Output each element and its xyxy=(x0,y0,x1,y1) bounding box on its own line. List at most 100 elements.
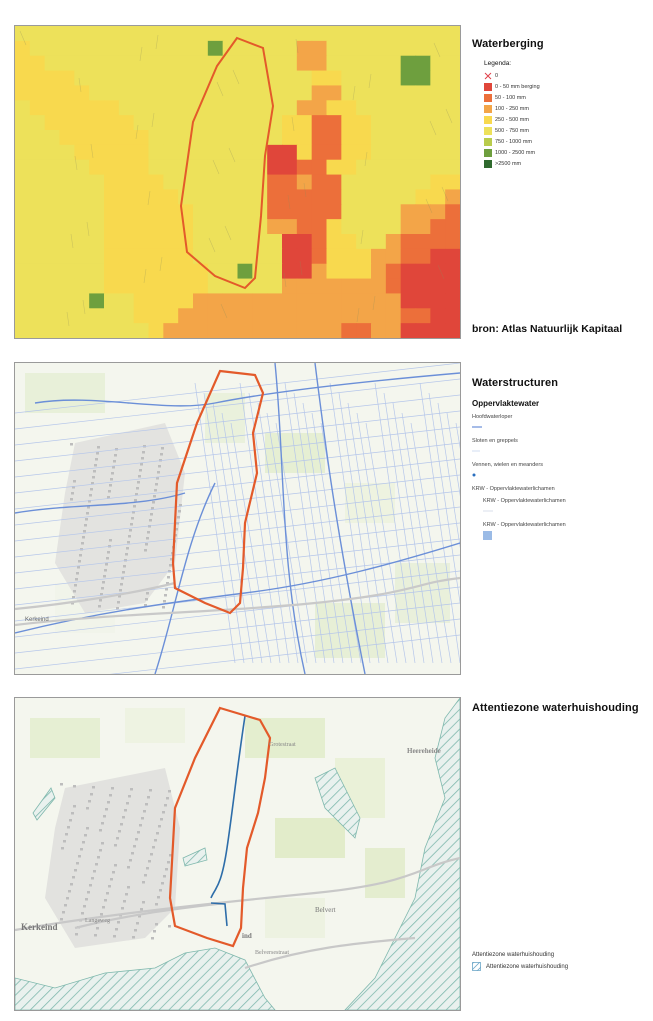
grid-cell xyxy=(252,204,268,220)
building xyxy=(166,797,169,800)
grid-cell xyxy=(400,40,417,57)
grid-cell xyxy=(400,159,417,176)
grid-cell xyxy=(430,26,446,42)
waterstructuren-map[interactable]: Kerkeind xyxy=(14,362,461,675)
building xyxy=(67,826,70,829)
grid-cell xyxy=(193,219,209,235)
grid-cell xyxy=(296,234,313,250)
building xyxy=(76,862,79,865)
grid-cell xyxy=(59,293,75,309)
ditch xyxy=(329,382,371,664)
building xyxy=(133,505,136,508)
grid-cell xyxy=(74,70,90,87)
building xyxy=(146,592,149,595)
ditch xyxy=(15,363,460,414)
attentiezone-map[interactable]: Kerkeind Belvert Heereheide Langeweg Belvers… xyxy=(14,697,461,1011)
building xyxy=(164,594,167,597)
grid-cell xyxy=(193,204,209,220)
grid-cell xyxy=(29,159,46,176)
grid-cell xyxy=(133,100,150,116)
building xyxy=(168,790,171,793)
waterway xyxy=(15,492,186,514)
grid-cell xyxy=(178,263,194,280)
building xyxy=(91,877,94,880)
grid-cell xyxy=(341,204,357,220)
ditch xyxy=(15,378,460,430)
grid-cell xyxy=(252,144,268,161)
legend-item: 750 - 1000 mm xyxy=(484,136,647,147)
grid-cell xyxy=(29,234,46,250)
grid-cell xyxy=(371,189,387,205)
grid-cell xyxy=(104,204,120,220)
grid-cell xyxy=(341,189,357,205)
grid-cell xyxy=(163,323,179,338)
waterberging-map[interactable] xyxy=(14,25,461,339)
texture-stroke xyxy=(303,182,307,198)
road xyxy=(74,901,226,930)
town-area xyxy=(55,423,185,613)
grid-cell xyxy=(400,263,417,280)
grid-cell xyxy=(207,204,224,220)
grid-cell xyxy=(207,219,224,235)
building xyxy=(162,811,165,814)
grid-cell xyxy=(356,144,372,161)
grid-cell xyxy=(44,308,61,324)
grid-cell xyxy=(222,263,239,280)
grid-cell xyxy=(326,248,342,265)
ditch xyxy=(15,522,460,574)
grid-cell xyxy=(356,159,372,176)
cross-icon xyxy=(484,72,492,79)
ditch xyxy=(401,412,443,664)
grid-cell xyxy=(222,174,239,191)
grid-cell xyxy=(341,293,357,309)
grid-cell xyxy=(400,234,417,250)
building xyxy=(107,551,110,554)
grid-cell xyxy=(326,115,342,131)
grid-cell xyxy=(104,85,120,101)
building xyxy=(86,807,89,810)
building xyxy=(147,531,150,534)
grid-cell xyxy=(118,278,135,295)
grid-cell xyxy=(311,219,328,235)
grid-cell xyxy=(237,26,253,42)
building xyxy=(134,929,137,932)
building xyxy=(94,934,97,937)
legend-label: Hoofdwaterloper xyxy=(472,414,513,420)
building xyxy=(175,528,178,531)
grid-cell xyxy=(430,100,446,116)
grid-cell xyxy=(148,189,164,205)
road xyxy=(15,576,460,627)
ditch xyxy=(15,426,460,478)
texture-stroke xyxy=(155,34,159,50)
place-label: Heereheide xyxy=(407,747,441,755)
grid-cell xyxy=(222,204,239,220)
grid-cell xyxy=(237,85,253,101)
road xyxy=(15,856,460,932)
ditch xyxy=(109,634,460,674)
grid-cell xyxy=(237,219,253,235)
building xyxy=(137,831,140,834)
grid-cell xyxy=(371,204,387,220)
grid-cell xyxy=(400,174,417,191)
grid-cell xyxy=(15,263,31,280)
grid-cell xyxy=(44,219,61,235)
grid-cell xyxy=(415,278,431,295)
grid-cell xyxy=(237,55,253,72)
building xyxy=(146,537,149,540)
building xyxy=(141,817,144,820)
grid-cell xyxy=(133,115,150,131)
roads xyxy=(15,576,460,627)
grid-cell xyxy=(133,248,150,265)
grid-cell xyxy=(163,85,179,101)
building xyxy=(85,898,88,901)
building xyxy=(88,500,91,503)
grid-cell xyxy=(148,159,164,176)
building xyxy=(136,922,139,925)
ditch xyxy=(15,442,460,494)
building xyxy=(145,543,148,546)
building xyxy=(158,825,161,828)
grid-cell xyxy=(178,26,194,42)
grid-cell xyxy=(178,40,194,57)
grid-cell xyxy=(44,130,61,146)
building xyxy=(108,885,111,888)
